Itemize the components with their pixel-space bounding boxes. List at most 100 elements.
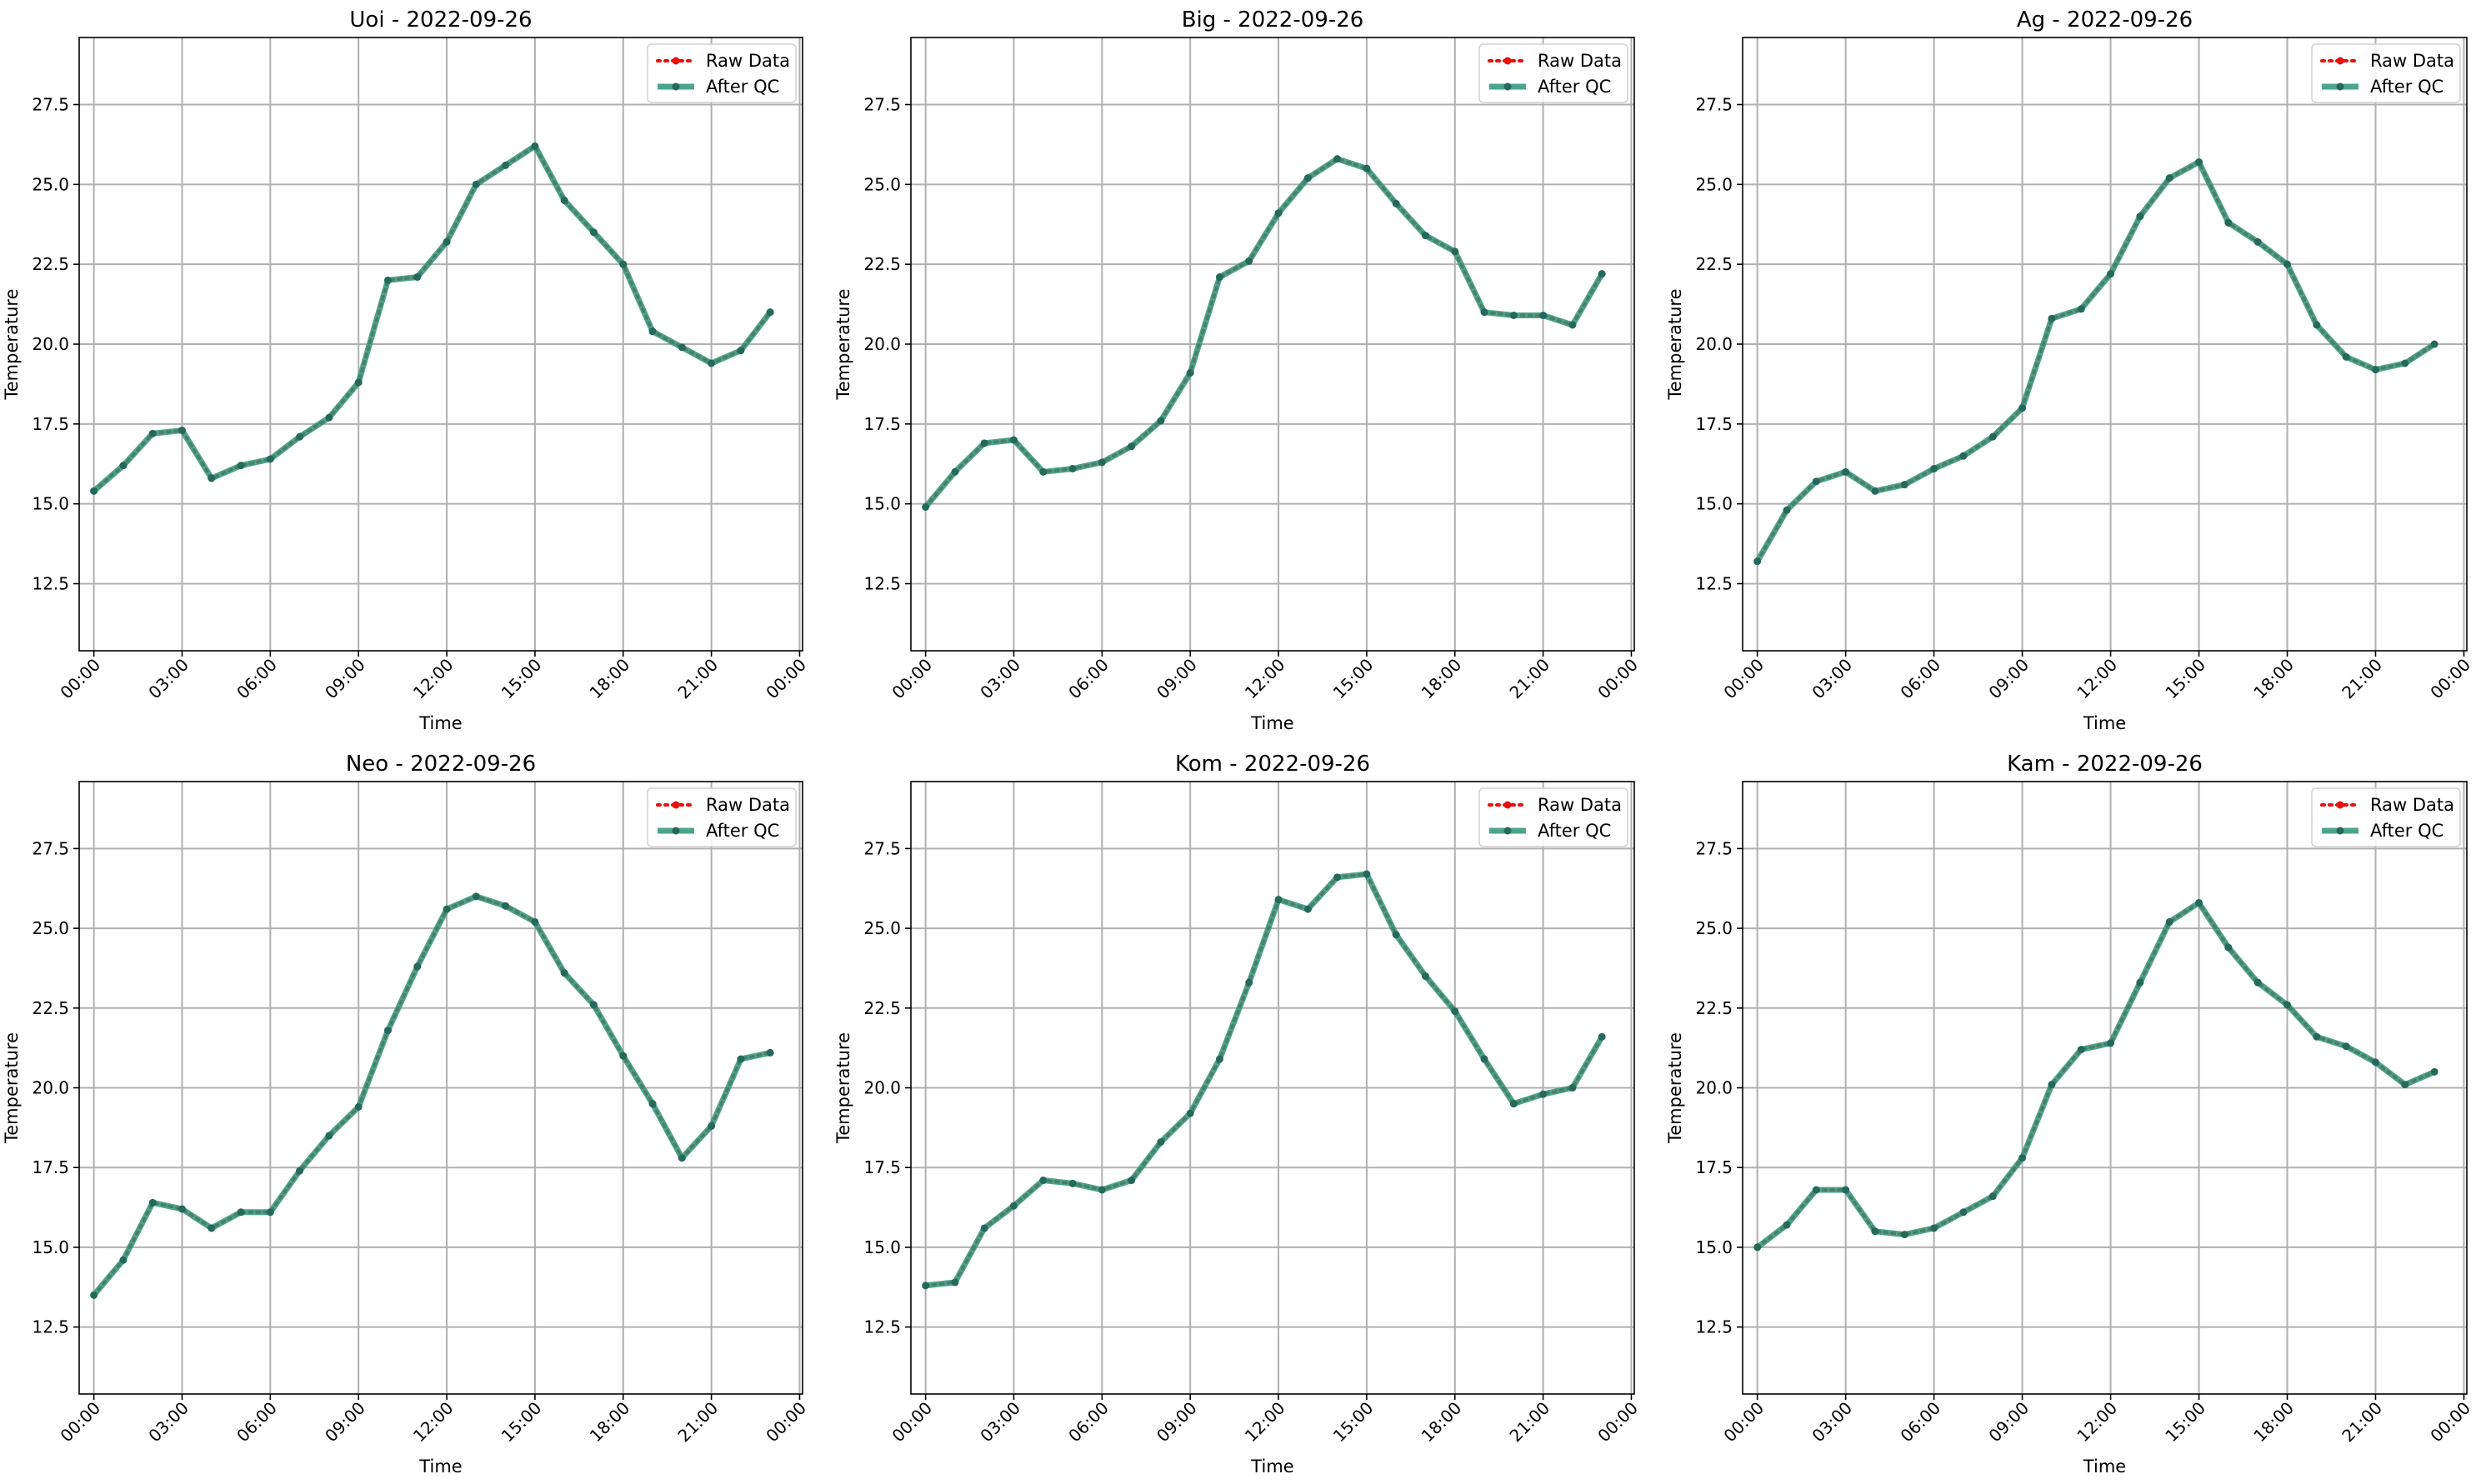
data-point-qc <box>2342 1042 2350 1051</box>
y-axis-label: Temperature <box>1665 1032 1685 1144</box>
legend-label-raw: Raw Data <box>706 51 790 71</box>
data-point-qc <box>2401 359 2409 367</box>
y-tick-label: 27.5 <box>863 838 901 858</box>
data-point-qc <box>1098 458 1106 467</box>
x-axis-label: Time <box>1250 1457 1293 1477</box>
chart-title: Uoi - 2022-09-26 <box>349 7 532 32</box>
legend-label-qc: After QC <box>1538 77 1611 97</box>
legend: Raw Data After QC <box>1478 787 1628 847</box>
legend-label-qc: After QC <box>2370 77 2443 97</box>
data-point-qc <box>472 180 480 188</box>
legend-marker-qc <box>672 827 680 835</box>
y-tick-label: 15.0 <box>863 1237 901 1257</box>
data-point-qc <box>1509 1100 1518 1108</box>
y-tick-label: 27.5 <box>1695 95 1733 115</box>
data-point-qc <box>560 969 568 977</box>
legend-label-raw: Raw Data <box>2370 51 2454 71</box>
data-point-qc <box>266 1208 274 1217</box>
data-point-qc <box>678 343 686 352</box>
data-point-qc <box>472 892 480 901</box>
data-point-qc <box>1039 467 1048 476</box>
x-axis-label: Time <box>1250 713 1293 733</box>
data-point-qc <box>922 503 930 511</box>
y-tick-label: 27.5 <box>32 838 69 858</box>
chart-title: Ag - 2022-09-26 <box>2017 7 2193 32</box>
legend-marker-qc <box>2336 827 2344 835</box>
data-point-qc <box>1186 369 1194 377</box>
data-point-qc <box>178 427 186 434</box>
series-line-after-qc <box>92 142 773 493</box>
legend-marker-qc <box>2336 82 2344 91</box>
chart-title: Kom - 2022-09-26 <box>1175 752 1370 777</box>
data-point-qc <box>1303 174 1312 182</box>
y-tick-label: 20.0 <box>32 334 69 354</box>
series-line-after-qc <box>1755 900 2436 1250</box>
legend: Raw Data After QC <box>1478 43 1628 103</box>
legend-marker-raw <box>672 801 680 809</box>
y-tick-label: 27.5 <box>32 95 69 115</box>
data-point-qc <box>1039 1177 1048 1185</box>
data-point-qc <box>325 413 333 422</box>
data-point-qc <box>1988 432 1997 441</box>
data-point-qc <box>1215 1055 1223 1063</box>
data-point-qc <box>443 237 451 246</box>
data-point-qc <box>502 161 510 169</box>
chart-panel-3: 00:00 03:00 06:00 09:00 12:00 15:00 18:00 21:00… <box>2 752 810 1477</box>
data-point-qc <box>1783 506 1791 514</box>
data-point-qc <box>1753 557 1762 566</box>
legend-label-qc: After QC <box>1538 821 1611 841</box>
data-point-qc <box>980 1224 988 1232</box>
data-point-qc <box>1480 308 1488 317</box>
data-point-qc <box>1333 873 1342 882</box>
data-point-qc <box>502 902 510 910</box>
data-point-qc <box>1245 978 1253 987</box>
data-point-qc <box>383 1027 392 1035</box>
y-tick-label: 15.0 <box>863 494 901 514</box>
data-point-qc <box>119 462 128 470</box>
y-tick-label: 22.5 <box>1695 254 1733 274</box>
data-point-qc <box>208 474 216 482</box>
y-tick-label: 12.5 <box>32 1317 69 1337</box>
chart-title: Kam - 2022-09-26 <box>2007 752 2203 777</box>
data-point-qc <box>325 1132 333 1140</box>
data-point-qc <box>1392 931 1400 939</box>
y-tick-label: 17.5 <box>1695 1157 1733 1177</box>
data-point-qc <box>237 1208 245 1217</box>
data-point-qc <box>413 962 422 971</box>
data-point-qc <box>1421 232 1429 240</box>
legend-label-raw: Raw Data <box>1538 51 1622 71</box>
legend-marker-raw <box>1503 801 1512 809</box>
data-point-qc <box>2283 260 2292 268</box>
chart-title: Big - 2022-09-26 <box>1182 7 1364 32</box>
data-point-qc <box>589 228 598 237</box>
data-point-qc <box>1274 209 1283 217</box>
y-tick-label: 12.5 <box>32 574 69 594</box>
y-axis-label: Temperature <box>833 288 853 400</box>
chart-title: Neo - 2022-09-26 <box>346 752 536 777</box>
data-point-qc <box>119 1256 128 1264</box>
y-axis-label: Temperature <box>1665 288 1685 400</box>
data-point-qc <box>2195 158 2203 166</box>
data-point-qc <box>737 347 745 355</box>
data-point-qc <box>90 1291 98 1299</box>
data-point-qc <box>1245 257 1253 265</box>
y-axis-label: Temperature <box>2 1032 22 1144</box>
y-tick-label: 25.0 <box>863 174 901 194</box>
data-point-qc <box>1215 273 1223 281</box>
data-point-qc <box>531 917 539 926</box>
data-point-qc <box>2253 237 2262 246</box>
data-point-qc <box>2165 917 2173 926</box>
data-point-qc <box>1568 321 1577 329</box>
data-point-qc <box>1098 1186 1106 1194</box>
data-point-qc <box>1009 436 1018 444</box>
data-point-qc <box>443 905 451 913</box>
data-point-qc <box>1303 905 1312 913</box>
data-point-qc <box>296 1167 304 1175</box>
data-point-qc <box>266 455 274 463</box>
data-point-qc <box>1451 1007 1459 1016</box>
data-point-qc <box>2018 404 2027 412</box>
legend-marker-raw <box>1503 57 1512 65</box>
y-tick-label: 15.0 <box>32 1237 69 1257</box>
